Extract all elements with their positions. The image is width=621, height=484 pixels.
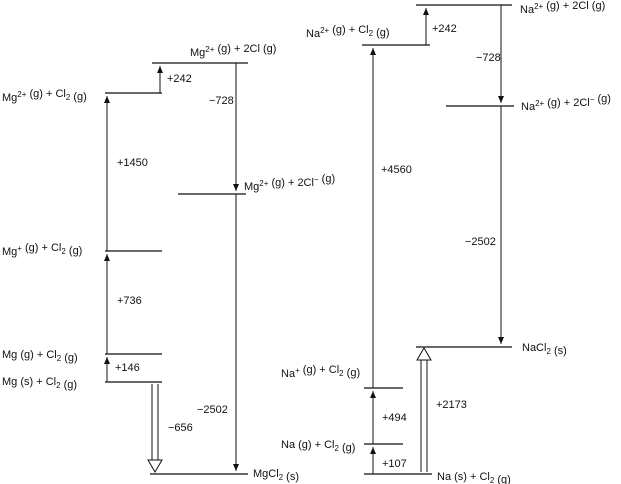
na-label-na2-2cl: Na2+ (g) + 2Cl (g) — [520, 0, 605, 16]
mg-cycle: Mg2+ (g) + 2Cl (g) Mg2+ (g) + Cl2 (g) Mg… — [2, 43, 335, 483]
na-value-first-ionization: +494 — [382, 412, 407, 424]
mg-value-electron-affinity: −728 — [209, 95, 234, 107]
mg-label-mg-gas-cl2: Mg (g) + Cl2 (g) — [2, 349, 78, 364]
mg-label-mg2-cl2: Mg2+ (g) + Cl2 (g) — [2, 88, 87, 104]
na-arrow-formation — [416, 347, 432, 472]
na-cycle: Na2+ (g) + 2Cl (g) Na2+ (g) + Cl2 (g) Na… — [281, 0, 611, 484]
na-value-electron-affinity: −728 — [476, 52, 501, 64]
mg-value-lattice: −2502 — [197, 404, 228, 416]
na-label-na2-cl2: Na2+ (g) + Cl2 (g) — [306, 24, 390, 40]
na-value-cl-atomization: +242 — [432, 23, 457, 35]
na-value-sublimation: +107 — [382, 458, 407, 470]
mg-value-sublimation: +146 — [115, 362, 140, 374]
mg-label-mgcl2-solid: MgCl2 (s) — [253, 468, 299, 483]
mg-label-mg2-2cl-ions: Mg2+ (g) + 2Cl− (g) — [244, 173, 335, 193]
mg-label-mgplus-cl2: Mg+ (g) + Cl2 (g) — [2, 242, 82, 258]
mg-value-second-ionization: +1450 — [117, 157, 148, 169]
na-value-formation: +2173 — [436, 399, 467, 411]
na-value-total-ionization: +4560 — [381, 164, 412, 176]
na-label-na2-2cl-ions: Na2+ (g) + 2Cl− (g) — [521, 93, 611, 113]
mg-label-mg-solid-cl2: Mg (s) + Cl2 (g) — [2, 376, 77, 391]
mg-value-formation: −656 — [168, 422, 193, 434]
na-label-naplus-cl2: Na+ (g) + Cl2 (g) — [281, 364, 360, 380]
na-label-na-gas-cl2: Na (g) + Cl2 (g) — [281, 439, 355, 454]
na-label-na-solid-cl2: Na (s) + Cl2 (g) — [437, 471, 511, 484]
na-label-nacl2-solid: NaCl2 (s) — [522, 342, 567, 357]
mg-arrow-formation — [147, 384, 163, 473]
mg-label-mg2-2cl: Mg2+ (g) + 2Cl (g) — [190, 43, 276, 59]
mg-value-cl-atomization: +242 — [167, 73, 192, 85]
na-value-lattice: −2502 — [465, 236, 496, 248]
mg-value-first-ionization: +736 — [117, 295, 142, 307]
